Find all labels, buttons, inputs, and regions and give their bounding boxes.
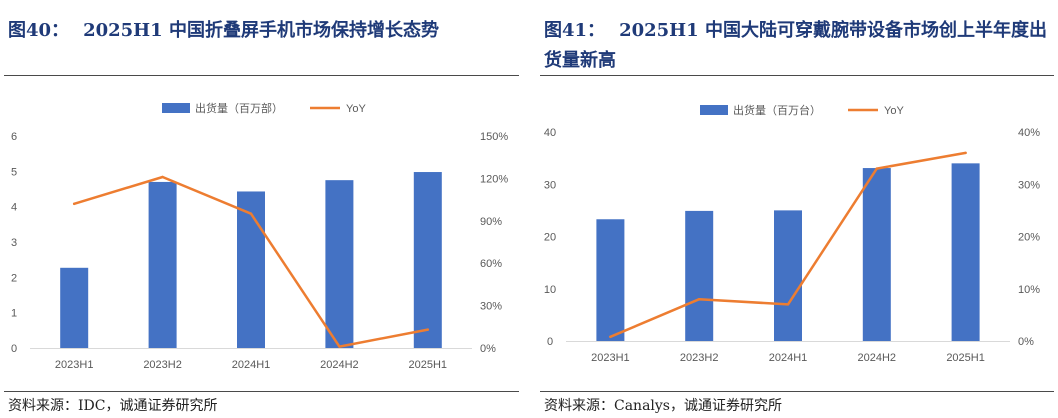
fold-phone-chart: 出货量（百万部） YoY01234560%30%60%90%120%150%202… <box>11 101 508 371</box>
x-tick-label: 2025H1 <box>409 359 448 371</box>
bar-2024H2 <box>862 168 891 341</box>
legend-line-label: YoY <box>884 105 904 117</box>
y-tick-label: 0 <box>547 336 553 348</box>
figure-title-text: 2025H1 中国折叠屏手机市场保持增长态势 <box>83 20 439 41</box>
x-tick-label: 2024H2 <box>858 352 897 364</box>
x-tick-label: 2024H1 <box>769 352 808 364</box>
y-tick-label: 20 <box>544 232 556 244</box>
y2-tick-label: 30% <box>480 301 502 313</box>
bar-2025H1 <box>951 163 980 341</box>
y2-tick-label: 30% <box>1018 179 1040 191</box>
yoy-point-2024H2 <box>338 345 341 348</box>
yoy-point-2023H1 <box>609 335 612 339</box>
figure-label: 图41： <box>544 20 606 41</box>
y-tick-label: 30 <box>544 179 556 191</box>
figure-title: 图40： 2025H1 中国折叠屏手机市场保持增长态势 <box>8 16 519 46</box>
legend-bar-swatch <box>162 103 190 113</box>
figure-title: 图41： 2025H1 中国大陆可穿戴腕带设备市场创上半年度出货量新高 <box>544 16 1054 76</box>
y2-tick-label: 0% <box>1018 336 1034 348</box>
bar-2023H2 <box>685 210 714 341</box>
y-tick-label: 5 <box>11 166 17 178</box>
legend-line-label: YoY <box>346 103 366 115</box>
yoy-point-2025H1 <box>964 151 967 155</box>
bar-2024H1 <box>774 210 802 341</box>
y-tick-label: 10 <box>544 284 556 296</box>
x-tick-label: 2023H2 <box>143 359 182 371</box>
figure-41: 图41： 2025H1 中国大陆可穿戴腕带设备市场创上半年度出货量新高 出货量（百… <box>536 0 1058 418</box>
source-divider <box>540 391 1054 392</box>
title-divider <box>540 75 1054 76</box>
x-tick-label: 2023H1 <box>591 352 630 364</box>
source-divider <box>4 391 519 392</box>
y2-tick-label: 60% <box>480 258 502 270</box>
yoy-point-2024H1 <box>249 212 253 215</box>
y2-tick-label: 0% <box>480 343 496 355</box>
y-tick-label: 0 <box>11 343 17 355</box>
y2-tick-label: 40% <box>1018 127 1040 139</box>
source-note: 资料来源：IDC，诚通证券研究所 <box>8 398 218 414</box>
title-divider <box>4 75 519 76</box>
yoy-point-2024H2 <box>875 167 878 170</box>
x-tick-label: 2023H1 <box>55 359 94 371</box>
y2-tick-label: 90% <box>480 216 502 228</box>
bar-2023H1 <box>60 267 89 348</box>
y2-tick-label: 120% <box>480 173 508 185</box>
y-tick-label: 40 <box>544 127 556 139</box>
y2-tick-label: 20% <box>1018 232 1040 244</box>
yoy-point-2024H1 <box>786 303 790 306</box>
yoy-point-2025H1 <box>426 328 429 331</box>
bar-2024H2 <box>325 180 354 348</box>
y-tick-label: 2 <box>11 272 17 284</box>
figure-title-text: 2025H1 中国大陆可穿戴腕带设备市场创上半年度出货量新高 <box>544 20 1047 71</box>
yoy-point-2023H2 <box>161 175 164 179</box>
x-tick-label: 2025H1 <box>946 352 985 364</box>
y-tick-label: 4 <box>11 202 17 214</box>
yoy-point-2023H2 <box>698 298 701 301</box>
x-tick-label: 2024H2 <box>320 359 359 371</box>
source-note: 资料来源：Canalys，诚通证券研究所 <box>544 398 782 414</box>
legend-bar-label: 出货量（百万部） <box>195 101 283 115</box>
y-tick-label: 6 <box>11 131 17 143</box>
y-tick-label: 3 <box>11 237 17 249</box>
y-tick-label: 1 <box>11 308 17 320</box>
y2-tick-label: 150% <box>480 131 508 143</box>
x-tick-label: 2023H2 <box>680 352 719 364</box>
figure-40: 图40： 2025H1 中国折叠屏手机市场保持增长态势 出货量（百万部） YoY 0 1… <box>0 0 523 418</box>
legend-bar-swatch <box>700 105 728 115</box>
figure-label: 图40： <box>8 20 70 41</box>
y2-tick-label: 10% <box>1018 284 1040 296</box>
x-tick-label: 2024H1 <box>232 359 271 371</box>
legend-bar-label: 出货量（百万台） <box>733 103 821 117</box>
wristband-chart: 出货量（百万台） YoY 0 10 20 30 40 0% 10% 20% 30% 40% 2023H1… <box>544 103 1040 364</box>
bar-2023H2 <box>148 181 177 348</box>
bar-2023H1 <box>596 219 625 341</box>
yoy-point-2023H1 <box>73 202 76 206</box>
bar-2025H1 <box>413 172 442 348</box>
bar-2024H1 <box>237 191 265 348</box>
